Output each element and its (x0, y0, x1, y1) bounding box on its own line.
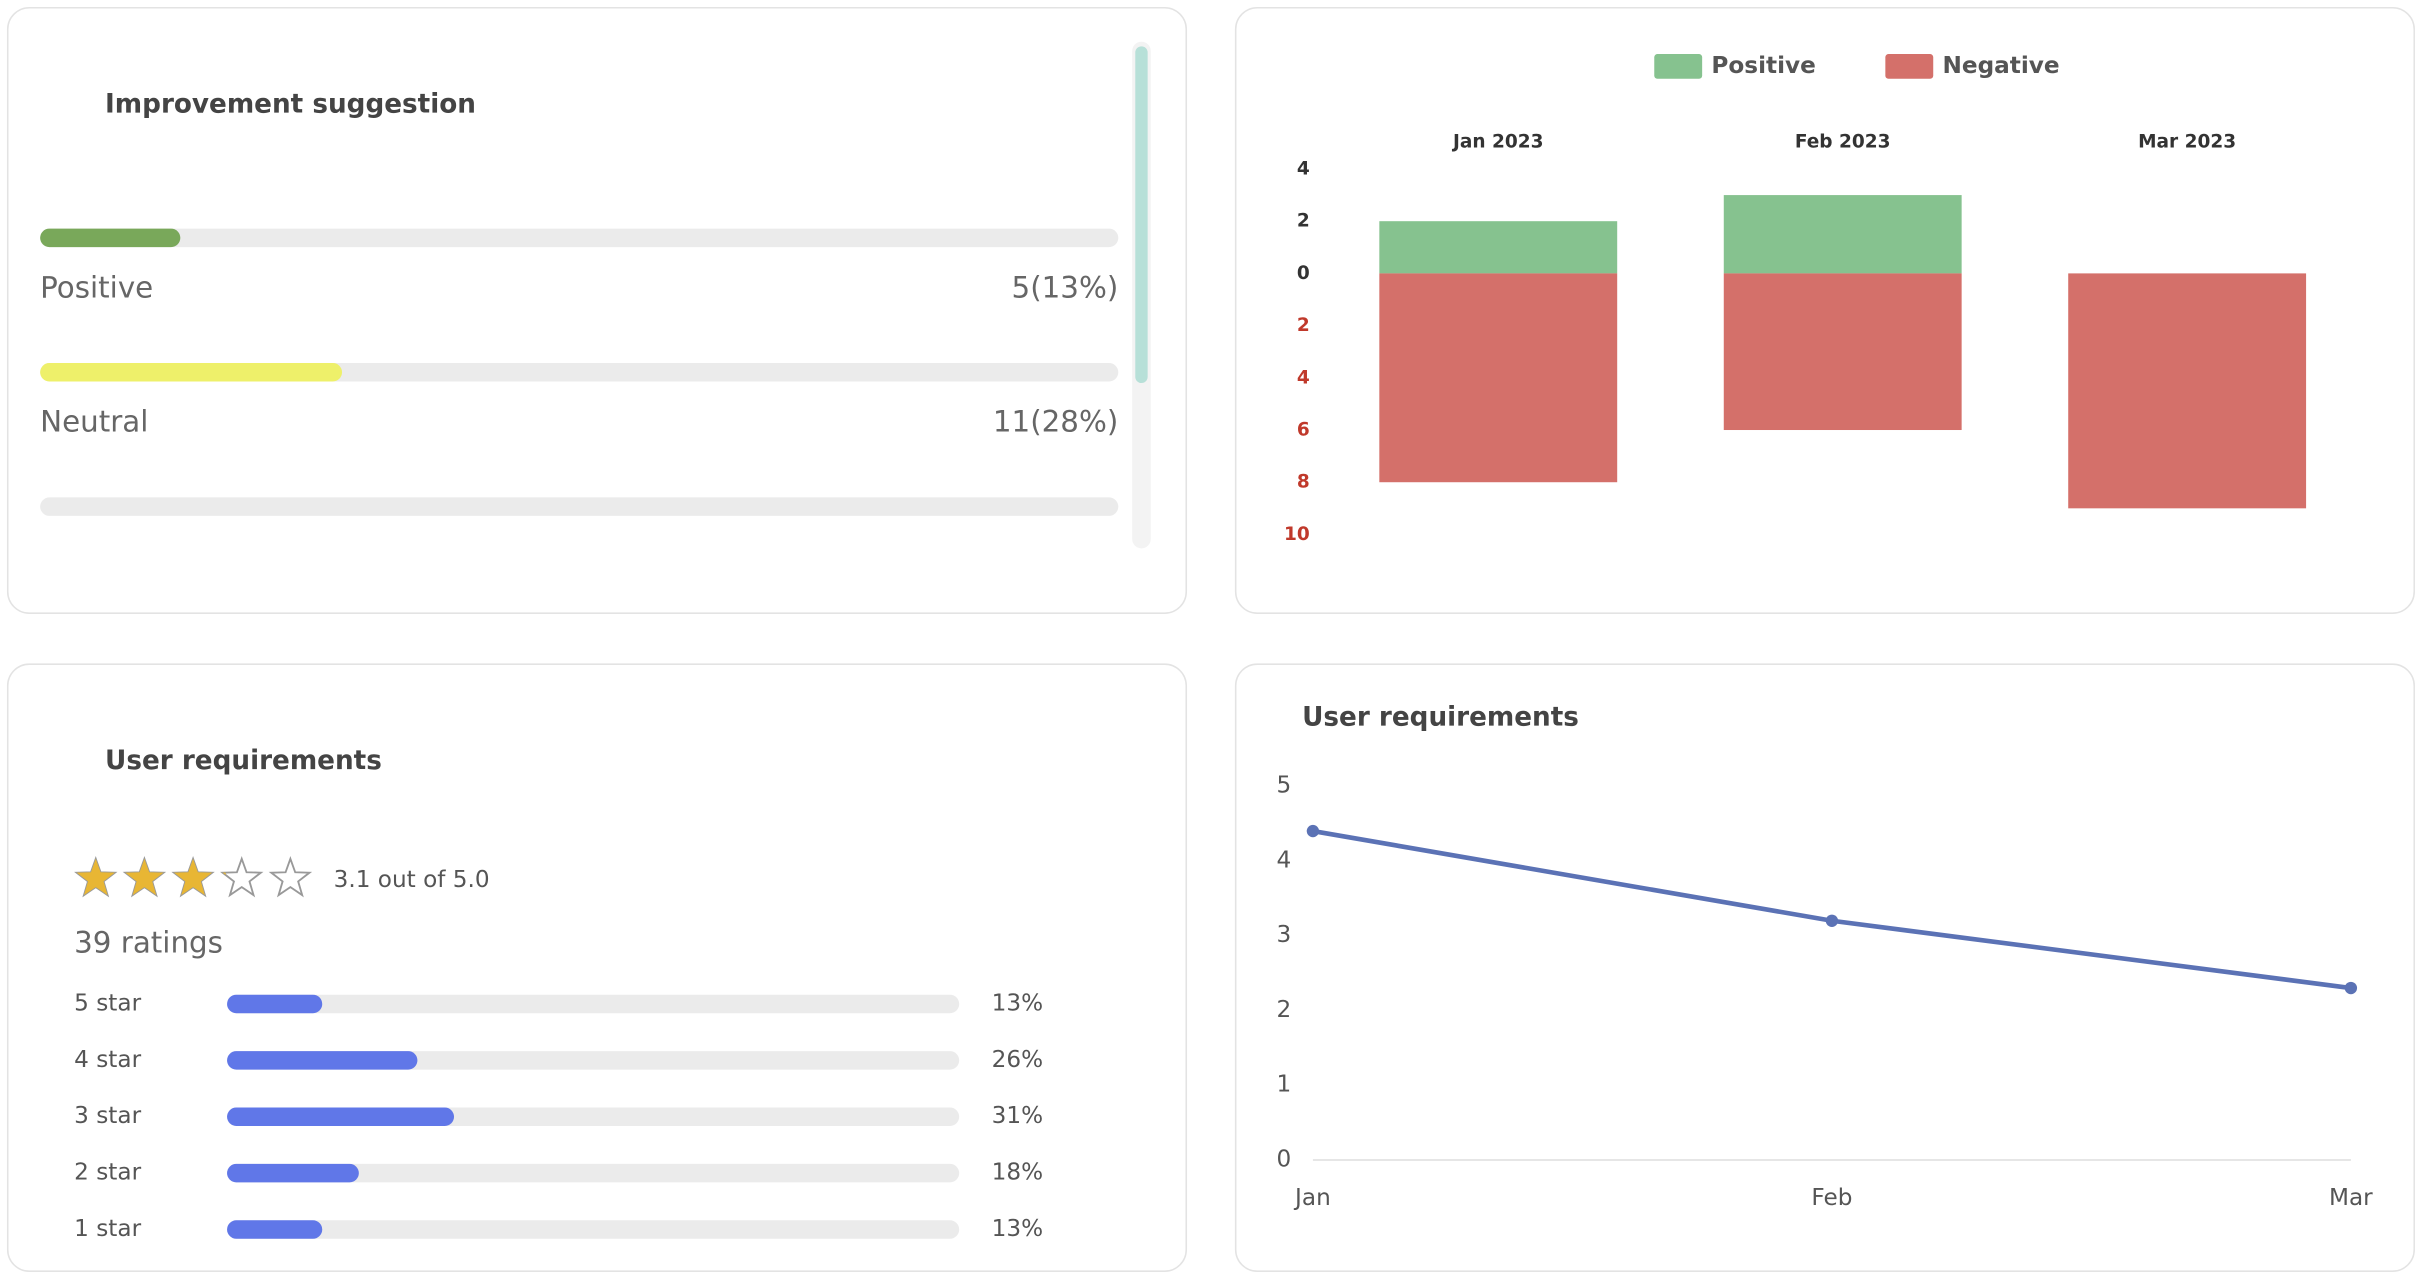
bar-segment (1723, 195, 1962, 274)
rating-track (227, 1163, 960, 1183)
progress-fill (40, 228, 181, 248)
rating-percent: 13% (992, 1216, 1043, 1242)
y-tick-label: 4 (1297, 367, 1310, 388)
y-tick-label: 10 (1284, 524, 1310, 545)
progress-track (40, 497, 1119, 516)
progress-label: Neutral (40, 405, 148, 439)
y-tick-label: 3 (1277, 922, 1292, 948)
y-tick-label: 4 (1297, 158, 1310, 179)
rating-bar (227, 994, 323, 1014)
legend-label: Positive (1711, 53, 1815, 79)
star-fill (173, 858, 213, 896)
legend-swatch (1885, 54, 1934, 79)
y-tick-label: 4 (1277, 847, 1292, 873)
category-label: Jan 2023 (1451, 132, 1544, 153)
x-tick-label: Mar (2329, 1185, 2373, 1211)
ratings-count: 39 ratings (74, 925, 223, 959)
category-label: Mar 2023 (2138, 132, 2236, 153)
rating-percent: 18% (992, 1160, 1043, 1186)
y-tick-label: 2 (1277, 997, 1292, 1023)
rating-percent: 31% (992, 1103, 1043, 1129)
rating-bar (227, 1220, 323, 1239)
rating-bar (227, 1051, 418, 1070)
rating-row-label: 2 star (74, 1160, 141, 1186)
y-tick-label: 5 (1277, 773, 1292, 799)
panel-title: User requirements (1302, 703, 1579, 733)
y-tick-label: 8 (1297, 472, 1310, 493)
bar-segment (1723, 273, 1962, 431)
rating-percent: 13% (992, 990, 1043, 1016)
star-fill (125, 858, 164, 896)
point (1306, 824, 1320, 838)
bar-segment (1379, 221, 1618, 274)
panel-title: Improvement suggestion (105, 90, 476, 120)
star-fill (222, 872, 226, 876)
star-fill (76, 858, 115, 896)
y-tick-label: 2 (1297, 315, 1310, 336)
panel-title: User requirements (105, 746, 382, 776)
rating-row-label: 3 star (74, 1103, 141, 1129)
rating-bar (227, 1163, 359, 1183)
y-tick-label: 2 (1297, 211, 1310, 232)
category-label: Feb 2023 (1795, 132, 1891, 153)
rating-track (227, 1220, 960, 1239)
panel (6, 6, 1188, 614)
rating-row-label: 1 star (74, 1216, 141, 1242)
x-tick-label: Jan (1293, 1185, 1331, 1211)
star-outline (220, 856, 264, 898)
rating-label: 3.1 out of 5.0 (334, 867, 490, 893)
progress-track (40, 228, 1119, 248)
y-tick-label: 1 (1277, 1072, 1292, 1098)
rating-row-label: 5 star (74, 990, 141, 1016)
list-area: Positive 5(13%) Neutral 11(28%) (40, 228, 1119, 516)
y-tick-label: 0 (1277, 1146, 1292, 1172)
dashboard-content: Positive 5(13%) Neutral 11(28%) Improvement… (6, 6, 2415, 1272)
y-tick-label: 6 (1297, 420, 1310, 441)
bar-segment (1379, 273, 1618, 483)
x-tick-label: Feb (1811, 1185, 1852, 1211)
rating-row-label: 4 star (74, 1047, 141, 1073)
legend-label: Negative (1942, 53, 2059, 79)
rating-track (227, 994, 960, 1014)
progress-value: 5(13%) (1012, 270, 1119, 304)
bar-segment (2068, 273, 2307, 509)
star-outline (268, 856, 313, 898)
progress-label: Positive (40, 270, 153, 304)
y-tick-label: 0 (1297, 263, 1310, 284)
progress-fill (40, 362, 343, 382)
panel (1234, 663, 2415, 1272)
progress-value: 11(28%) (993, 405, 1118, 439)
rating-bar (227, 1107, 455, 1127)
scrollbar-thumb[interactable] (1135, 46, 1148, 384)
legend-swatch (1654, 54, 1703, 79)
rating-percent: 26% (992, 1047, 1043, 1073)
point (1825, 914, 1839, 927)
point (2344, 981, 2358, 995)
